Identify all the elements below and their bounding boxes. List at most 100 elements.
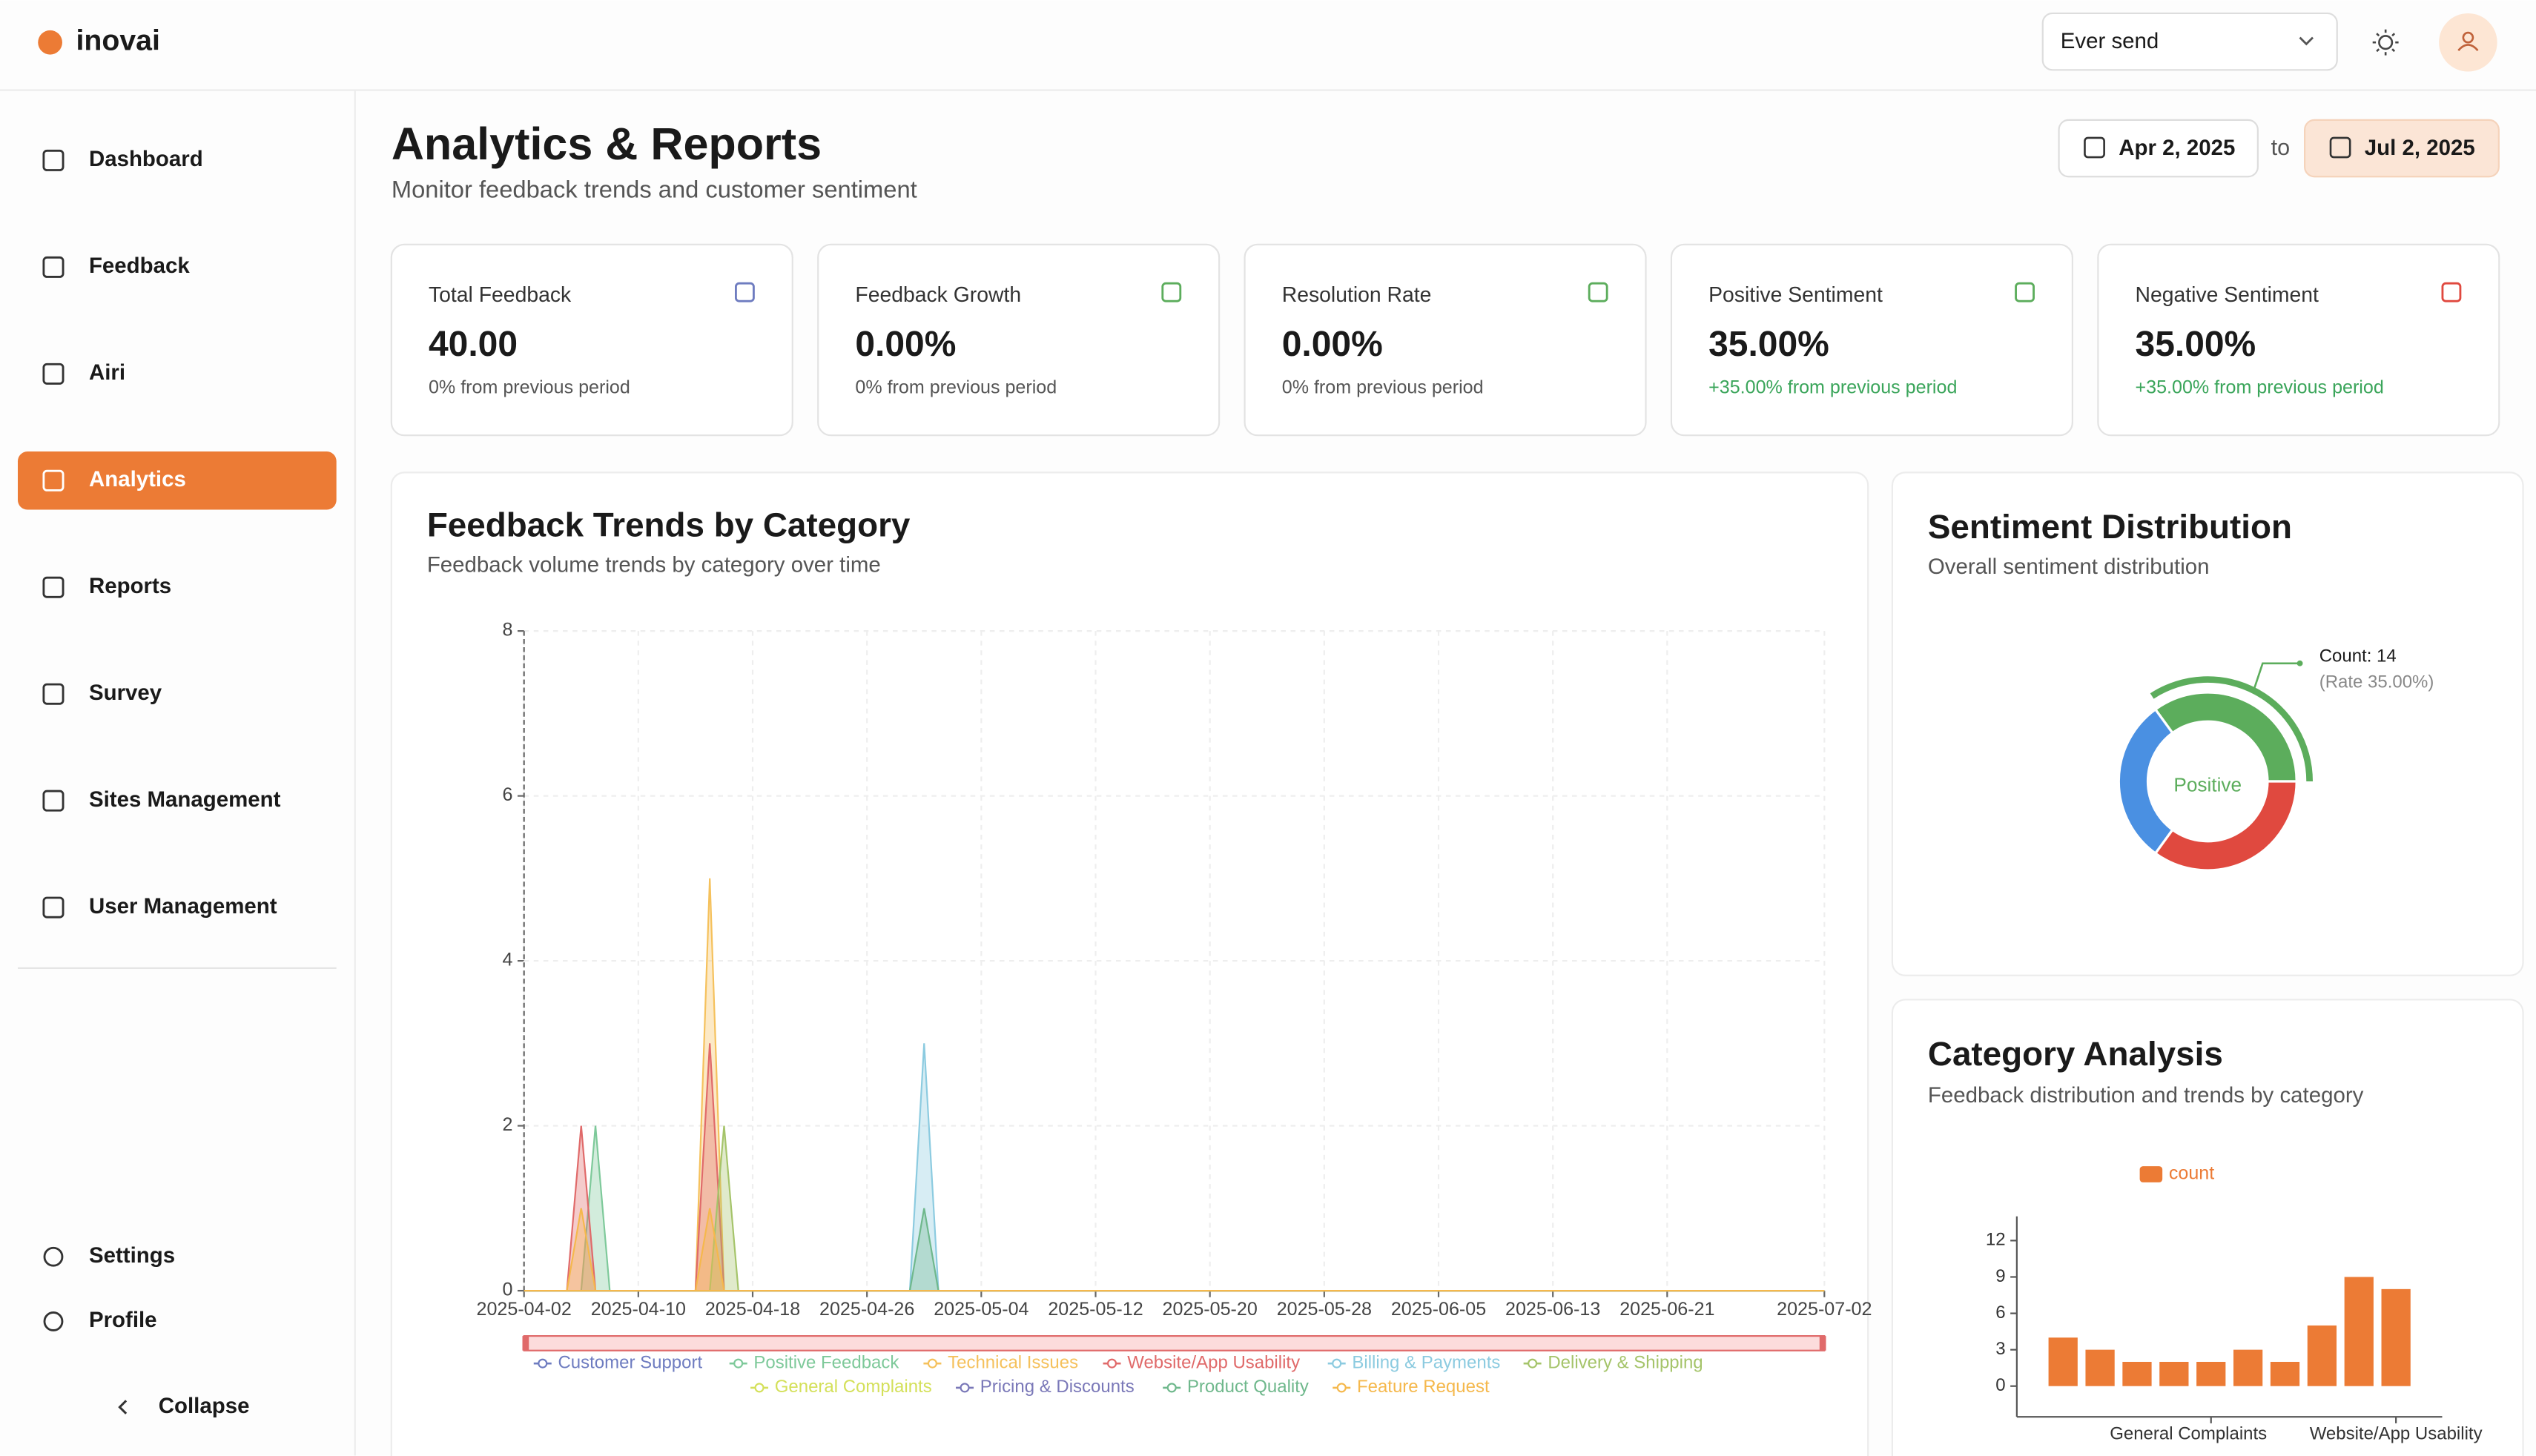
nav-item[interactable]: Reports: [89, 574, 171, 598]
nav-icon: [43, 1246, 64, 1267]
y-tick-label: 9: [1995, 1266, 2005, 1286]
nav-item[interactable]: Sites Management: [89, 787, 281, 812]
x-tick-label: 2025-05-28: [1277, 1299, 1372, 1320]
x-tick-label: 2025-04-02: [477, 1299, 572, 1320]
x-tick-label: 2025-06-05: [1391, 1299, 1486, 1320]
x-tick-label: 2025-05-20: [1163, 1299, 1258, 1320]
stat-card: [1244, 243, 1647, 437]
x-tick-label: 2025-05-12: [1048, 1299, 1143, 1320]
stat-card: [1670, 243, 2073, 437]
legend-dot: [927, 1358, 937, 1369]
legend-dot: [538, 1358, 548, 1369]
legend-dot: [733, 1358, 744, 1369]
x-tick-label: General Complaints: [2110, 1423, 2267, 1443]
legend-label[interactable]: Product Quality: [1187, 1377, 1309, 1397]
legend-label[interactable]: Delivery & Shipping: [1548, 1353, 1703, 1373]
card-title: Category Analysis: [1928, 1035, 2223, 1073]
legend-label[interactable]: General Complaints: [775, 1377, 932, 1397]
y-tick-label: 12: [1986, 1230, 2006, 1250]
legend-dot: [1336, 1383, 1347, 1393]
nav-item[interactable]: User Management: [89, 894, 277, 919]
stat-value: 35.00%: [1708, 325, 1829, 364]
bar: [2159, 1362, 2189, 1386]
nav-icon: [42, 469, 65, 492]
stat-icon: [2015, 282, 2035, 302]
avatar[interactable]: [2439, 13, 2497, 72]
legend-label[interactable]: Website/App Usability: [1127, 1353, 1300, 1373]
legend-label[interactable]: Customer Support: [558, 1353, 702, 1373]
nav-item[interactable]: Dashboard: [89, 147, 203, 171]
card-subtitle: Feedback distribution and trends by cate…: [1928, 1083, 2364, 1108]
bar: [2196, 1362, 2226, 1386]
y-tick-label: 0: [502, 1280, 512, 1300]
legend-label[interactable]: Pricing & Discounts: [980, 1377, 1135, 1397]
collapse[interactable]: Collapse: [159, 1394, 250, 1418]
x-tick-label: 2025-06-13: [1505, 1299, 1600, 1320]
nav-item[interactable]: Profile: [89, 1308, 157, 1332]
zoom-slider[interactable]: [523, 1335, 1826, 1351]
sentiment-card: [1891, 471, 2524, 976]
theme-toggle[interactable]: [2372, 29, 2399, 56]
slider-handle[interactable]: [522, 1336, 529, 1351]
nav-item[interactable]: Settings: [89, 1243, 175, 1268]
nav-icon: [43, 1311, 64, 1331]
site-select[interactable]: [2041, 12, 2338, 71]
stat-value: 35.00%: [2136, 325, 2256, 364]
legend-label: count: [2169, 1163, 2214, 1184]
card-subtitle: Overall sentiment distribution: [1928, 555, 2210, 579]
donut-slice: [2117, 707, 2175, 856]
stat-label: Positive Sentiment: [1708, 283, 1883, 307]
brand: inovai: [76, 24, 160, 57]
bar: [2307, 1325, 2337, 1386]
nav-icon: [42, 576, 65, 598]
nav-icon: [42, 149, 65, 171]
x-tick-label: 2025-07-02: [1777, 1299, 1872, 1320]
bar: [2085, 1349, 2115, 1386]
y-tick-label: 3: [1995, 1339, 2005, 1359]
bar: [2048, 1337, 2078, 1386]
bar: [2344, 1277, 2374, 1386]
slider-handle[interactable]: [1819, 1336, 1826, 1351]
stat-icon: [1161, 282, 1182, 302]
stat-card: [390, 243, 793, 437]
x-tick-label: 2025-06-21: [1619, 1299, 1714, 1320]
page-title: Analytics & Reports: [392, 119, 822, 169]
stat-card: [2097, 243, 2500, 437]
stat-value: 40.00: [429, 325, 518, 364]
nav-item[interactable]: Airi: [89, 360, 125, 385]
page-subtitle: Monitor feedback trends and customer sen…: [392, 176, 917, 203]
legend-label[interactable]: Billing & Payments: [1352, 1353, 1500, 1373]
nav-item[interactable]: Survey: [89, 681, 162, 705]
y-tick-label: 6: [1995, 1303, 2005, 1323]
legend-label[interactable]: Positive Feedback: [753, 1353, 899, 1373]
y-tick-label: 0: [1995, 1375, 2005, 1395]
legend-swatch: [2139, 1166, 2163, 1182]
nav-icon: [42, 363, 65, 385]
legend-dot: [1166, 1383, 1177, 1393]
y-tick-label: 4: [502, 950, 512, 970]
card-subtitle: Feedback volume trends by category over …: [427, 553, 881, 578]
nav-icon: [42, 790, 65, 812]
donut-center-label: Positive: [2173, 773, 2242, 795]
date-from-button[interactable]: [2058, 119, 2259, 178]
legend-label[interactable]: Technical Issues: [948, 1353, 1078, 1373]
slice-highlight: [2150, 676, 2314, 781]
collapse-icon: [118, 1400, 128, 1414]
card-title: Sentiment Distribution: [1928, 508, 2292, 546]
stat-label: Negative Sentiment: [2136, 283, 2319, 307]
nav-item[interactable]: Feedback: [89, 254, 190, 278]
x-tick-label: Website/App Usability: [2310, 1423, 2483, 1443]
series-area: [524, 1208, 1825, 1292]
stat-value: 0.00%: [855, 325, 956, 364]
bar: [2122, 1362, 2152, 1386]
y-tick-label: 8: [502, 620, 512, 641]
legend-label[interactable]: Feature Request: [1357, 1377, 1490, 1397]
logo: [38, 30, 62, 55]
y-tick-label: 6: [502, 784, 512, 805]
date-to-button[interactable]: [2304, 119, 2500, 178]
nav-item[interactable]: Analytics: [89, 467, 186, 492]
legend-dot: [1106, 1358, 1117, 1369]
legend-dot: [1332, 1358, 1342, 1369]
